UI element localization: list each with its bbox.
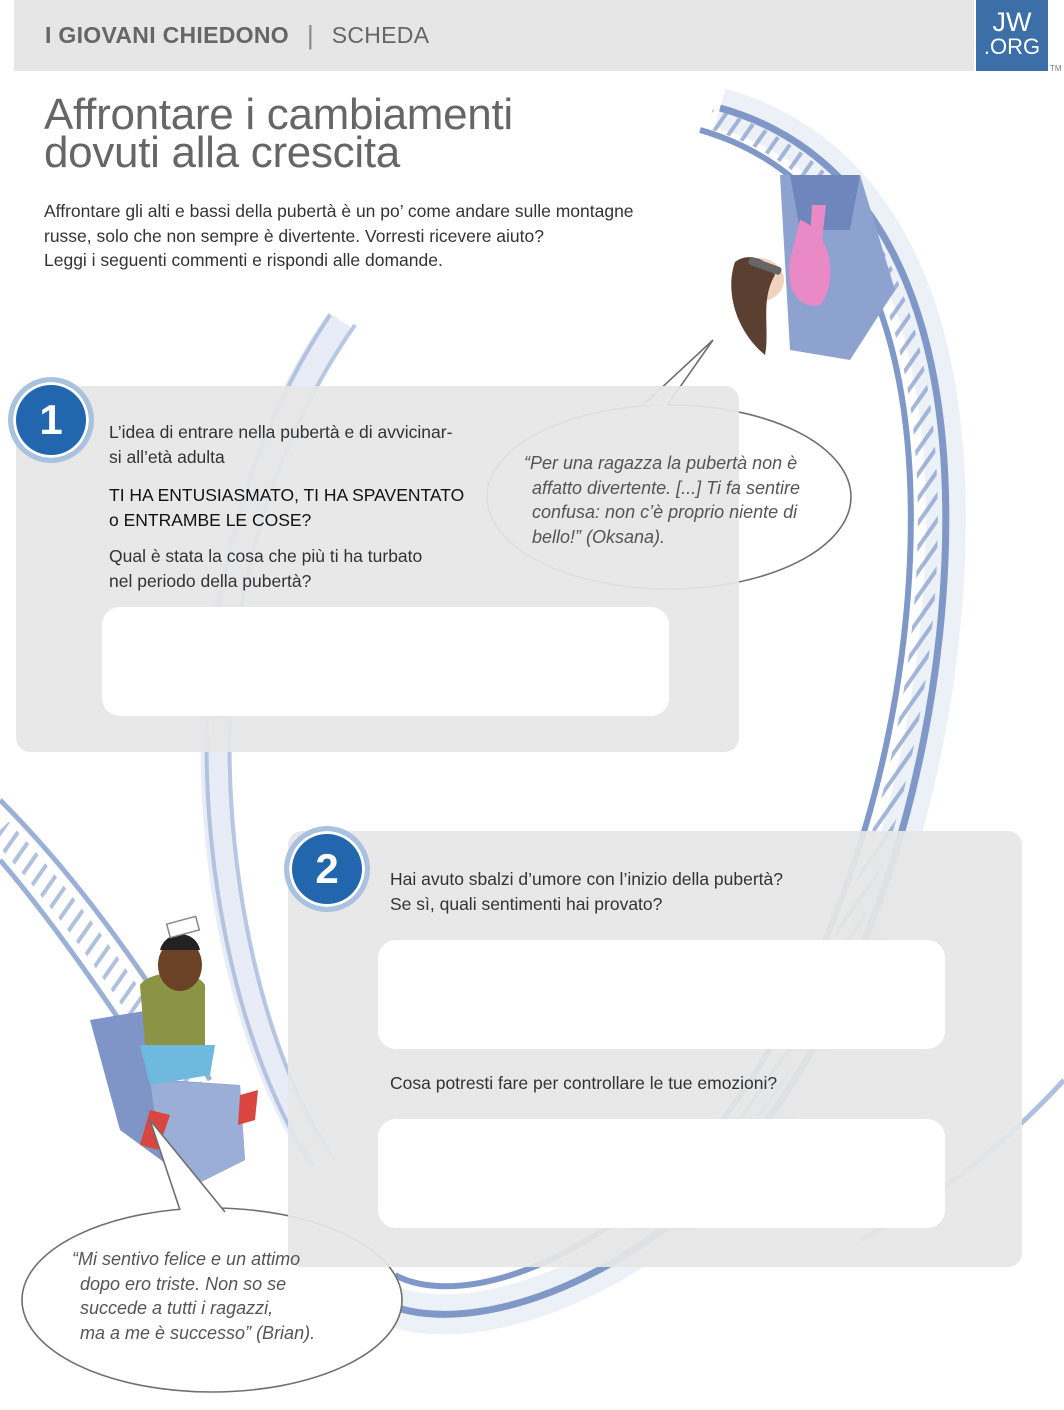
title-line-1: Affrontare i cambiamenti: [44, 90, 513, 139]
logo-line-1: JW: [992, 7, 1032, 37]
intro-paragraph: Affrontare gli alti e bassi della pubert…: [44, 199, 724, 273]
quote-oksana-line-2: affatto divertente. [...] Ti fa sentire: [532, 477, 800, 498]
boy-in-coaster-car: [90, 915, 258, 1185]
section-2-number-badge: 2: [284, 826, 370, 912]
section-1-choice-line-1: TI HA ENTUSIASMATO, TI HA SPAVENTATO: [109, 485, 465, 505]
section-1-prompt-line-1: L’idea di entrare nella pubertà e di avv…: [109, 422, 453, 442]
section-1-choice-line-2: o ENTRAMBE LE COSE?: [109, 509, 312, 530]
girl-in-coaster-car: [731, 175, 895, 360]
header-divider: |: [306, 20, 314, 50]
sheet-type-label: SCHEDA: [331, 22, 430, 48]
section-2-question-1-line-2: Se sì, quali sentimenti hai provato?: [390, 893, 663, 914]
jw-org-logo[interactable]: JW .ORG: [976, 0, 1048, 71]
section-1-number-badge: 1: [8, 377, 94, 463]
section-1-question-line-2: nel periodo della pubertà?: [109, 570, 312, 591]
section-2-question-1-line-1: Hai avuto sbalzi d’umore con l’inizio de…: [390, 869, 783, 889]
quote-brian-line-3: succede a tutti i ragazzi,: [80, 1298, 274, 1318]
quote-brian-line-1: “Mi sentivo felice e un attimo: [72, 1249, 301, 1269]
quote-brian-line-4: ma a me è successo” (Brian).: [80, 1322, 316, 1343]
section-2-question-2: Cosa potresti fare per controllare le tu…: [390, 1073, 778, 1093]
section-1-question: Qual è stata la cosa che più ti ha turba…: [109, 544, 489, 593]
header-bar: I GIOVANI CHIEDONO | SCHEDA: [14, 0, 974, 71]
section-1-prompt-line-2: si all’età adulta: [109, 446, 225, 467]
title-line-2: dovuti alla crescita: [44, 128, 400, 177]
quote-oksana-line-4: bello!” (Oksana).: [532, 526, 666, 547]
section-1-choice: TI HA ENTUSIASMATO, TI HA SPAVENTATO o E…: [109, 483, 489, 532]
intro-line-3: Leggi i seguenti commenti e rispondi all…: [44, 250, 443, 270]
section-1-prompt: L’idea di entrare nella pubertà e di avv…: [109, 420, 489, 469]
trademark-mark: TM: [1050, 64, 1062, 73]
page-title: Affrontare i cambiamenti dovuti alla cre…: [44, 90, 513, 177]
quote-brian-line-2: dopo ero triste. Non so se: [80, 1273, 287, 1294]
section-1-question-line-1: Qual è stata la cosa che più ti ha turba…: [109, 546, 423, 566]
intro-line-1: Affrontare gli alti e bassi della pubert…: [44, 201, 634, 221]
logo-line-2: .ORG: [983, 34, 1041, 59]
section-2-answer-field-2[interactable]: [378, 1119, 945, 1228]
series-title: I GIOVANI CHIEDONO: [45, 22, 289, 48]
intro-line-2: russe, solo che non sempre è divertente.…: [44, 225, 544, 246]
section-1-answer-field[interactable]: [102, 607, 669, 716]
section-2-question-1: Hai avuto sbalzi d’umore con l’inizio de…: [390, 867, 910, 916]
quote-brian: “Mi sentivo felice e un attimo dopo ero …: [72, 1247, 392, 1345]
quote-oksana-line-1: “Per una ragazza la pubertà non è: [524, 453, 798, 473]
quote-oksana: “Per una ragazza la pubertà non è affatt…: [524, 451, 844, 549]
section-2-answer-field-1[interactable]: [378, 940, 945, 1049]
quote-oksana-line-3: confusa: non c’è proprio niente di: [532, 502, 798, 522]
